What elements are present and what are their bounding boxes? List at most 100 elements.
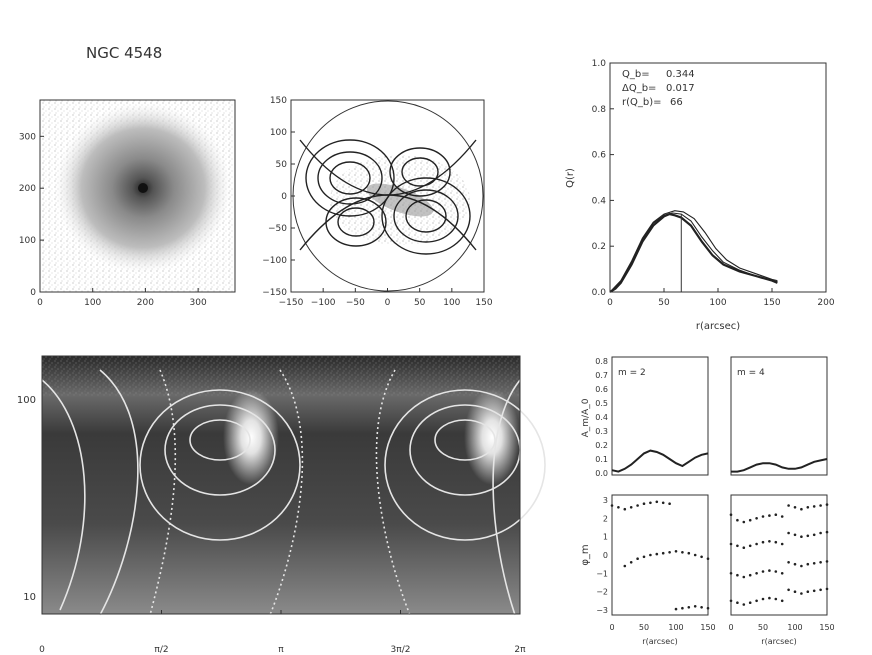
- phase-m4-s3-pt-4: [755, 599, 758, 603]
- phase-m4-s5-pt-5: [819, 531, 822, 535]
- phase-m2-s1-pt-13: [706, 557, 710, 560]
- map-x-tick-0: −150: [279, 298, 304, 308]
- phase-m4-s5-pt-2: [800, 535, 803, 538]
- q-annot-label-1: ΔQ_b=: [622, 83, 656, 94]
- phase-m4-s4-pt-4: [812, 505, 816, 508]
- contour-lines: [299, 139, 477, 255]
- q-y-tick-5: 0.0: [592, 288, 607, 298]
- phase-m4-s2-pt-8: [780, 572, 784, 575]
- phase-m4-s3-pt-7: [774, 597, 778, 601]
- q-profile-panel: 0 50 100 150 200 1.0 0.8 0.6 0.4 0.2 0.0 r(arcsec…: [565, 59, 835, 332]
- phase-m4-s0-pt-6: [768, 514, 771, 517]
- q-ylabel: Q(r): [565, 168, 576, 188]
- map-x-tick-2: −50: [346, 298, 365, 308]
- map-x-tick-4: 50: [414, 298, 426, 308]
- phase-m4-s3-pt-0: [729, 599, 733, 603]
- amp-ytick-7: 0.7: [595, 371, 608, 380]
- phase-m2-s0-pt-3: [629, 506, 633, 509]
- q-y-tick-0: 1.0: [592, 59, 607, 69]
- polar-x-tick-0: 0: [39, 645, 45, 655]
- phase-m4-s4-pt-2: [800, 507, 803, 511]
- phase-m2-s2-pt-3: [693, 605, 697, 608]
- phase-m2-s2-pt-1: [681, 606, 684, 610]
- phase-panels: 3 2 1 0 −1 −2 −3 φ_m 0 50 100 150 0 50 100 150 r(arcs…: [580, 494, 835, 646]
- polar-contours: [41, 369, 546, 616]
- q-y-tick-2: 0.6: [592, 151, 607, 161]
- phase-ylabel: φ_m: [580, 544, 591, 565]
- amp-ytick-4: 0.4: [595, 413, 608, 422]
- phase-m4-s3-pt-8: [780, 599, 784, 603]
- amp-m2-frame: [611, 356, 709, 476]
- phase-m2-xlabel: r(arcsec): [642, 637, 677, 646]
- phase-m2-s1-pt-5: [655, 552, 659, 556]
- phase-m2-xtick-1: 50: [639, 623, 649, 632]
- q-annot-label-0: Q_b=: [622, 69, 650, 80]
- q-x-tick-0: 0: [607, 298, 613, 308]
- phase-m4-xlabel: r(arcsec): [761, 637, 796, 646]
- phase-m2-xtick-2: 100: [668, 623, 683, 632]
- phase-m4-frame: [730, 494, 828, 616]
- phase-m4-s2-pt-6: [768, 569, 771, 572]
- phase-m4-s6-pt-3: [806, 562, 810, 566]
- image-x-tick-2: 200: [137, 298, 154, 308]
- phase-m4-s1-pt-8: [780, 542, 784, 546]
- phase-m2-s0-pt-4: [636, 504, 639, 507]
- map-y-tick-2: 50: [276, 160, 288, 170]
- phase-m2-xtick-3: 150: [700, 623, 715, 632]
- amp-m4-frame: [730, 356, 828, 476]
- map-x-tick-5: 100: [443, 298, 460, 308]
- phase-m4-s5-pt-0: [787, 531, 790, 535]
- amp-ytick-8: 0.8: [595, 357, 608, 366]
- amp-ytick-2: 0.2: [595, 441, 608, 450]
- phase-m2-s2-pt-5: [706, 606, 710, 610]
- image-y-tick-3: 0: [30, 288, 36, 298]
- amp-ytick-1: 0.1: [595, 455, 608, 464]
- map-y-tick-5: −100: [262, 256, 287, 266]
- phase-m4-s1-pt-2: [742, 546, 746, 549]
- phase-m2-s0-pt-8: [661, 501, 665, 505]
- map-y-tick-4: −50: [268, 224, 287, 234]
- phase-ytick-3: 0: [603, 551, 608, 560]
- phase-m2-s0-pt-7: [655, 500, 659, 504]
- phase-m4-s2-pt-2: [742, 575, 746, 579]
- amplitude-panels: m = 2 m = 4 0.00.10.20.30.40.50.60.70.8 …: [581, 356, 828, 478]
- phase-m4-s6-pt-5: [819, 561, 822, 564]
- phase-m2-s1-pt-10: [687, 551, 691, 555]
- phase-m2-s0-pt-2: [623, 507, 627, 511]
- phase-m4-s4-pt-5: [819, 504, 822, 507]
- map-x-tick-1: −100: [311, 298, 336, 308]
- polar-ytick-0: 100: [17, 395, 36, 406]
- phase-ytick-6: −3: [596, 606, 608, 615]
- arm-highlight-2: [464, 389, 520, 485]
- phase-m4-s0-pt-8: [780, 515, 784, 518]
- amp-ytick-3: 0.3: [595, 427, 608, 436]
- phase-m4-s2-pt-0: [729, 572, 733, 575]
- image-y-tick-2: 100: [19, 236, 36, 246]
- polar-ytick-1: 10: [23, 592, 36, 603]
- amp-m2-label: m = 2: [618, 368, 646, 378]
- amp-ylabel: A_m/A_0: [581, 398, 591, 437]
- amp-ytick-0: 0.0: [595, 469, 608, 478]
- phase-m2-s1-pt-4: [649, 553, 652, 557]
- phase-m4-s7-pt-1: [793, 590, 797, 593]
- phase-m4-s4-pt-6: [825, 503, 829, 506]
- phase-m4-s2-pt-5: [761, 570, 765, 573]
- q-annotations: Q_b= 0.344 ΔQ_b= 0.017 r(Q_b)= 66: [622, 69, 695, 108]
- phase-ytick-2: 1: [603, 533, 608, 542]
- image-x-tick-1: 100: [84, 298, 101, 308]
- phase-m4-s3-pt-2: [742, 603, 746, 606]
- phase-m4-s1-pt-5: [761, 540, 765, 544]
- phase-m4-s1-pt-1: [736, 544, 739, 548]
- phase-m2-s2-pt-2: [687, 606, 691, 609]
- phase-m4-s0-pt-5: [761, 515, 765, 518]
- q-x-tick-1: 50: [658, 298, 670, 308]
- phase-m4-s0-pt-1: [736, 518, 739, 522]
- q-x-tick-2: 100: [709, 298, 726, 308]
- q-y-tick-1: 0.8: [592, 105, 607, 115]
- phase-m4-s2-pt-1: [736, 573, 739, 577]
- phase-m4-s0-pt-3: [748, 518, 752, 522]
- phase-m4-s0-pt-4: [755, 517, 758, 520]
- phase-m4-s7-pt-4: [812, 589, 816, 593]
- phase-m4-s7-pt-0: [787, 588, 790, 592]
- phase-m4-s5-pt-1: [793, 533, 797, 537]
